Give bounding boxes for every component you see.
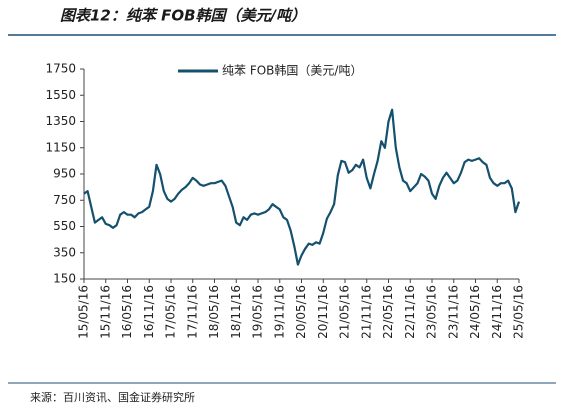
x-tick-label: 25/05/16 bbox=[512, 285, 526, 339]
series-line bbox=[83, 108, 521, 266]
x-tick-label: 23/05/16 bbox=[425, 285, 439, 339]
x-tick-label: 19/05/16 bbox=[251, 285, 265, 339]
y-tick-label: 1550 bbox=[45, 88, 76, 102]
x-tick-label: 24/11/16 bbox=[490, 285, 504, 339]
y-tick-label: 150 bbox=[53, 272, 76, 286]
y-tick-label: 1750 bbox=[45, 62, 76, 76]
chart-title: 图表12：纯苯 FOB韩国（美元/吨） bbox=[60, 7, 306, 25]
x-tick-label: 20/11/16 bbox=[316, 285, 330, 339]
x-tick-label: 22/05/16 bbox=[381, 285, 395, 339]
x-tick-label: 18/11/16 bbox=[229, 285, 243, 339]
x-tick-label: 24/05/16 bbox=[468, 285, 482, 339]
x-tick-label: 15/05/16 bbox=[77, 285, 91, 339]
legend-label: 纯苯 FOB韩国（美元/吨） bbox=[222, 63, 362, 78]
x-tick-label: 17/05/16 bbox=[164, 285, 178, 339]
x-tick-label: 20/05/16 bbox=[294, 285, 308, 339]
x-tick-label: 21/11/16 bbox=[359, 285, 373, 339]
y-tick-label: 950 bbox=[53, 167, 76, 181]
x-tick-label: 22/11/16 bbox=[403, 285, 417, 339]
x-tick-label: 21/05/16 bbox=[338, 285, 352, 339]
x-tick-label: 23/11/16 bbox=[446, 285, 460, 339]
x-tick-label: 16/05/16 bbox=[120, 285, 134, 339]
y-tick-label: 750 bbox=[53, 193, 76, 207]
y-tick-label: 350 bbox=[53, 245, 76, 259]
source-note: 来源：百川资讯、国金证券研究所 bbox=[30, 390, 195, 404]
y-tick-label: 1350 bbox=[45, 114, 76, 128]
x-tick-label: 15/11/16 bbox=[98, 285, 112, 339]
y-tick-label: 550 bbox=[53, 219, 76, 233]
x-tick-label: 17/11/16 bbox=[185, 285, 199, 339]
y-tick-label: 1150 bbox=[45, 140, 76, 154]
x-tick-label: 16/11/16 bbox=[142, 285, 156, 339]
x-tick-label: 19/11/16 bbox=[272, 285, 286, 339]
x-tick-label: 18/05/16 bbox=[207, 285, 221, 339]
